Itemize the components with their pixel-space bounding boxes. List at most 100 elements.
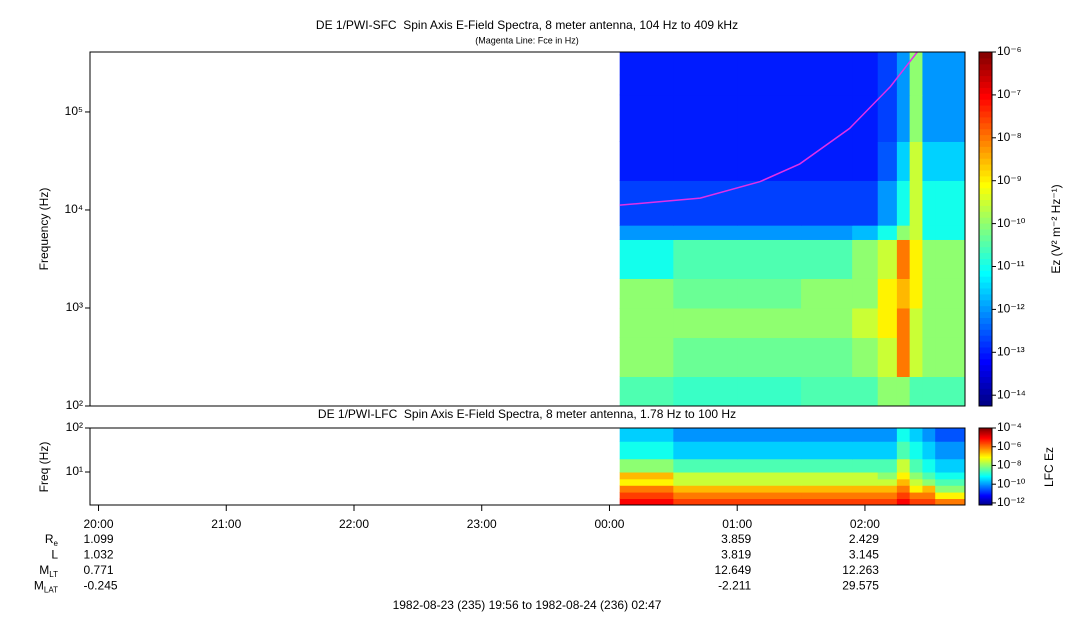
heatmap-cell bbox=[737, 141, 802, 181]
heatmap-cell bbox=[737, 180, 802, 226]
y-tick-label: 10¹ bbox=[66, 464, 83, 478]
colorbar-step bbox=[979, 429, 992, 432]
colorbar-tick-label: 10⁻⁸ bbox=[997, 458, 1022, 472]
heatmap-cell bbox=[619, 278, 674, 309]
colorbar-step bbox=[979, 193, 992, 200]
colorbar-step bbox=[979, 444, 992, 447]
ephemeris-label: L bbox=[51, 548, 58, 562]
heatmap-cell bbox=[737, 52, 802, 96]
heatmap-cell bbox=[737, 278, 802, 309]
colorbar-step bbox=[979, 476, 992, 479]
heatmap-cell bbox=[673, 337, 738, 377]
heatmap-cell bbox=[909, 458, 923, 473]
colorbar-step bbox=[979, 458, 992, 461]
heatmap-cell bbox=[673, 478, 738, 486]
colorbar-tick-label: 10⁻⁴ bbox=[997, 420, 1022, 434]
chart-title: DE 1/PWI-LFC Spin Axis E-Field Spectra, … bbox=[318, 407, 736, 421]
colorbar-step bbox=[979, 448, 992, 451]
colorbar-step bbox=[979, 146, 992, 153]
heatmap-cell bbox=[877, 498, 898, 506]
colorbar-step bbox=[979, 490, 992, 493]
colorbar-step bbox=[979, 211, 992, 218]
colorbar-step bbox=[979, 152, 992, 159]
colorbar-step bbox=[979, 479, 992, 482]
heatmap-cell bbox=[935, 441, 966, 460]
heatmap-cell bbox=[909, 239, 923, 279]
heatmap-cell bbox=[852, 498, 879, 506]
heatmap-cell bbox=[922, 225, 936, 240]
heatmap-cell bbox=[909, 485, 923, 493]
heatmap-cell bbox=[877, 307, 898, 338]
colorbar-step bbox=[979, 52, 992, 59]
ephemeris-label-sub: LAT bbox=[44, 586, 58, 595]
colorbar-step bbox=[979, 466, 992, 469]
heatmap-cell bbox=[801, 376, 853, 407]
heatmap-cell bbox=[852, 337, 879, 377]
heatmap-cell bbox=[673, 428, 738, 442]
colorbar-step bbox=[979, 485, 992, 488]
ephemeris-value: -0.245 bbox=[84, 579, 118, 593]
heatmap-cell bbox=[909, 225, 923, 240]
heatmap-cell bbox=[673, 376, 738, 407]
colorbar-step bbox=[979, 470, 992, 473]
colorbar-step bbox=[979, 499, 992, 502]
heatmap-cell bbox=[852, 307, 879, 338]
colorbar-step bbox=[979, 122, 992, 130]
ephemeris-label-sub: LT bbox=[49, 570, 58, 579]
colorbar-step bbox=[979, 335, 992, 342]
plot-frame bbox=[89, 427, 966, 506]
colorbar-step bbox=[979, 264, 992, 271]
colorbar-step bbox=[979, 502, 992, 505]
colorbar-step bbox=[979, 394, 992, 401]
colorbar-step bbox=[979, 440, 992, 443]
heatmap-cell bbox=[673, 485, 738, 493]
heatmap-cell bbox=[852, 180, 879, 226]
colorbar-step bbox=[979, 484, 992, 487]
colorbar-step bbox=[979, 498, 992, 501]
colorbar-step bbox=[979, 329, 992, 336]
colorbar-step bbox=[979, 223, 992, 230]
chart-title: DE 1/PWI-SFC Spin Axis E-Field Spectra, … bbox=[316, 18, 738, 32]
heatmap-cell bbox=[877, 458, 898, 473]
heatmap-cell bbox=[896, 441, 911, 460]
colorbar-step bbox=[979, 461, 992, 464]
colorbar-step bbox=[979, 140, 992, 147]
heatmap-cell bbox=[737, 498, 802, 506]
ephemeris-value: 12.263 bbox=[842, 563, 879, 577]
colorbar-step bbox=[979, 460, 992, 462]
heatmap-cell bbox=[922, 376, 936, 407]
ephemeris-value: 2.429 bbox=[849, 532, 879, 546]
heatmap-cell bbox=[852, 52, 879, 96]
ephemeris-value: 12.649 bbox=[715, 563, 752, 577]
heatmap-cell bbox=[852, 225, 879, 240]
heatmap-cell bbox=[896, 485, 911, 493]
colorbar-step bbox=[979, 400, 992, 407]
heatmap-cell bbox=[909, 498, 923, 506]
heatmap-cell bbox=[909, 307, 923, 338]
colorbar-step bbox=[979, 258, 992, 265]
heatmap-cell bbox=[909, 337, 923, 377]
heatmap-cell bbox=[801, 458, 853, 473]
heatmap-cell bbox=[896, 376, 911, 407]
heatmap-cell bbox=[922, 498, 936, 506]
colorbar-step bbox=[979, 449, 992, 452]
heatmap-cell bbox=[935, 472, 966, 480]
heatmap-cell bbox=[737, 307, 802, 338]
chart-subtitle: (Magenta Line: Fce in Hz) bbox=[475, 35, 579, 45]
heatmap-cell bbox=[619, 52, 674, 96]
heatmap-cell bbox=[801, 278, 853, 309]
x-tick-label: 22:00 bbox=[339, 517, 369, 531]
heatmap-cell bbox=[922, 307, 936, 338]
colorbar-step bbox=[979, 57, 992, 65]
heatmap-cell bbox=[922, 337, 936, 377]
caption: 1982-08-23 (235) 19:56 to 1982-08-24 (23… bbox=[393, 598, 662, 612]
heatmap-cell bbox=[909, 52, 923, 96]
colorbar-step bbox=[979, 471, 992, 474]
colorbar-tick-label: 10⁻⁶ bbox=[997, 439, 1022, 453]
heatmap-cell bbox=[673, 278, 738, 309]
heatmap-cell bbox=[673, 239, 738, 279]
heatmap-cell bbox=[673, 141, 738, 181]
x-tick-label: 00:00 bbox=[594, 517, 624, 531]
y-tick-label: 10⁵ bbox=[65, 104, 83, 118]
colorbar-step bbox=[979, 497, 992, 500]
